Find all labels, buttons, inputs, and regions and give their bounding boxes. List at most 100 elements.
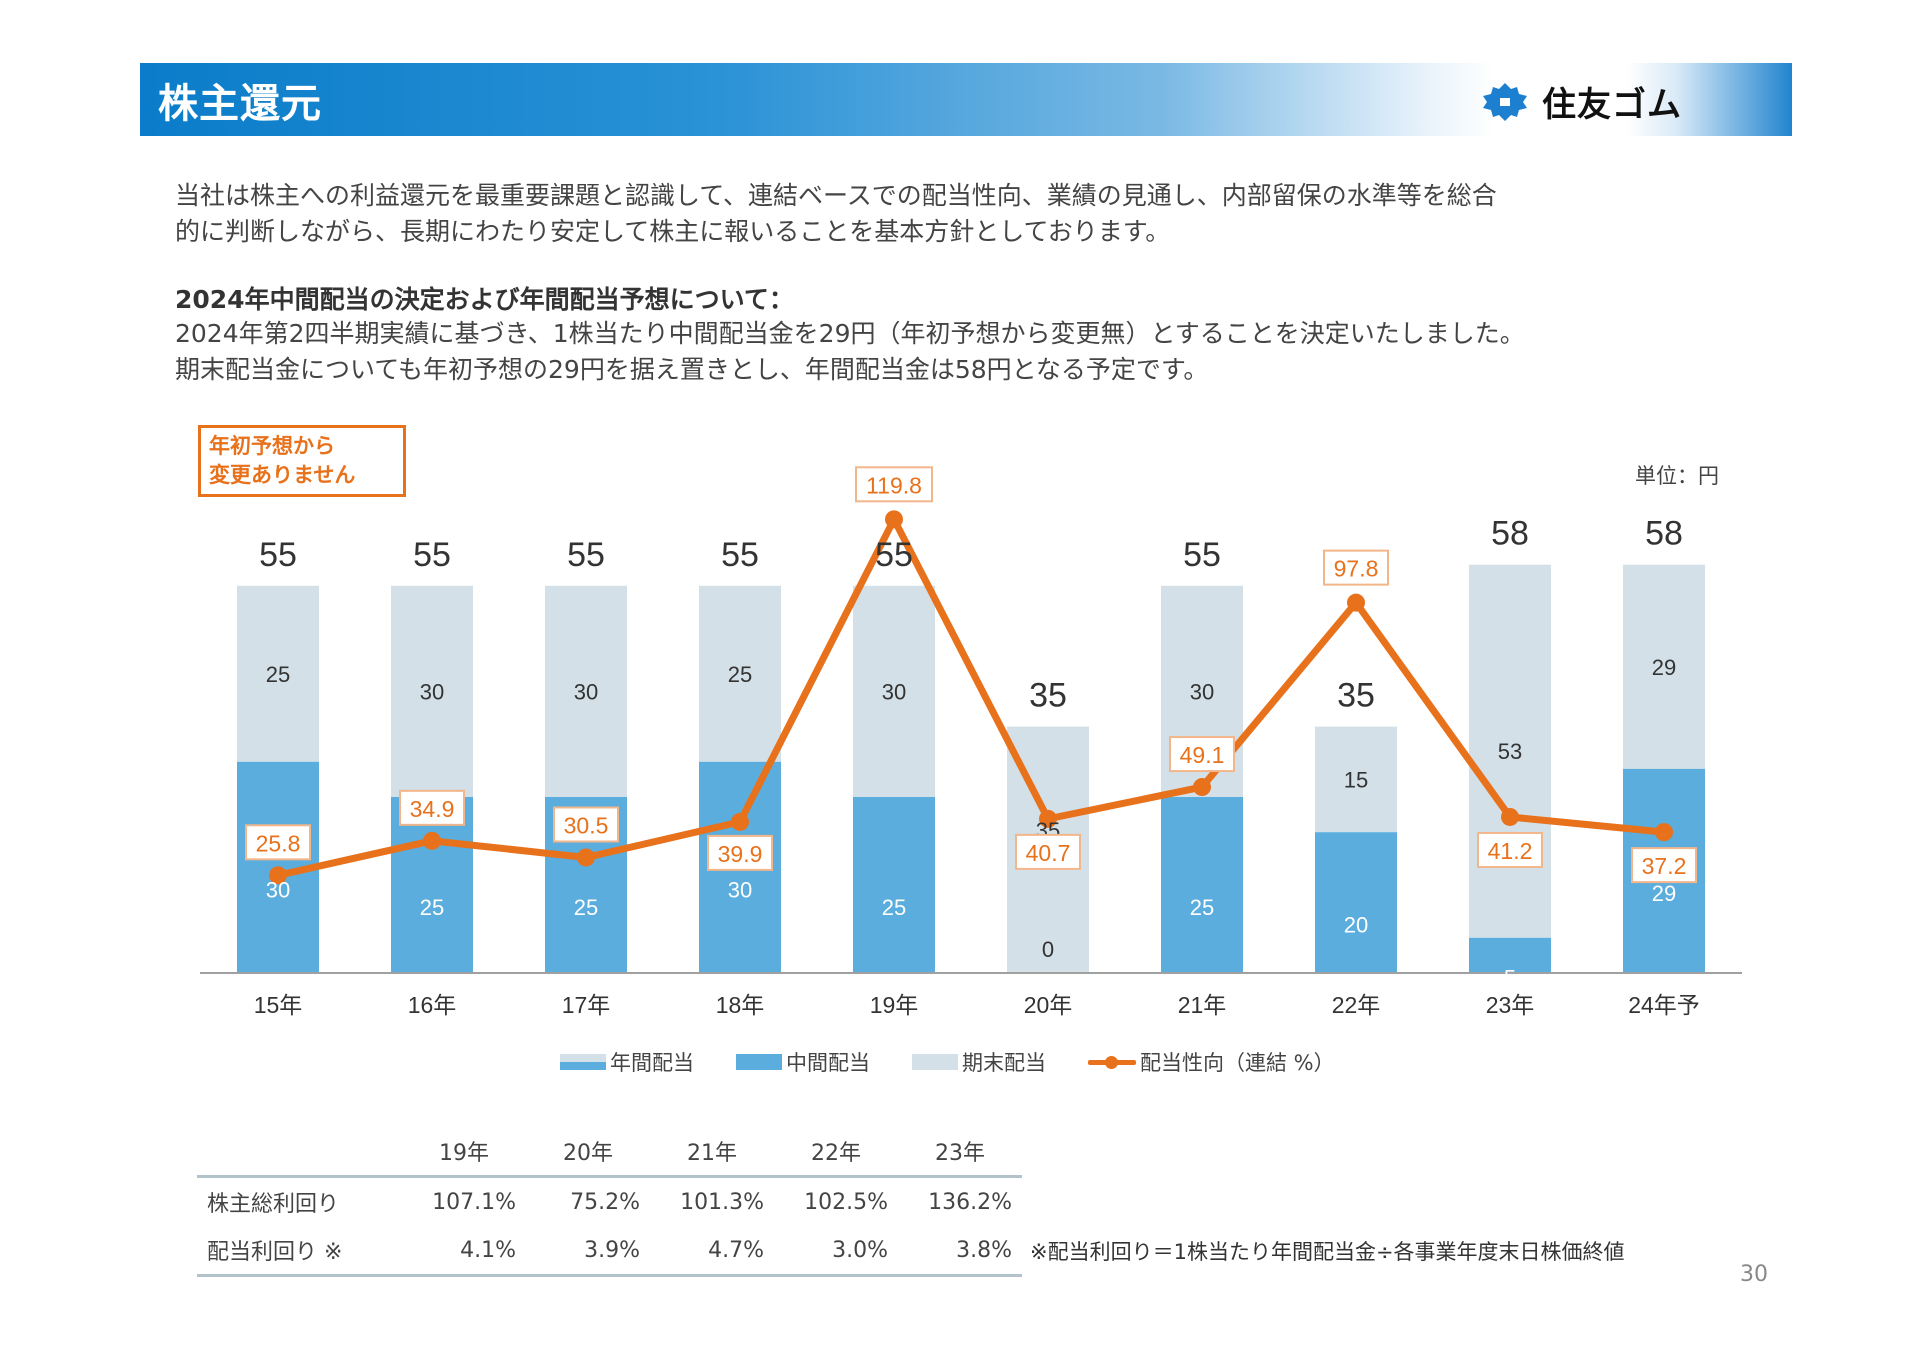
- legend-label-payout: 配当性向（連結 %）: [1140, 1051, 1335, 1075]
- table-row-tsr: 株主総利回り 107.1% 75.2% 101.3% 102.5% 136.2%: [197, 1177, 1022, 1227]
- row-label: 配当利回り ※: [197, 1226, 402, 1277]
- bar-yearend-dividend: [391, 585, 473, 797]
- table-cell: 101.3%: [680, 1189, 764, 1215]
- unit-label: 単位：円: [1635, 464, 1719, 488]
- table-cell: 3.8%: [898, 1226, 1022, 1277]
- table-col-header: 21年: [650, 1127, 774, 1178]
- table-cell: 102.5%: [804, 1189, 888, 1215]
- payout-ratio-point: [1193, 778, 1211, 797]
- table-cell: 75.2%: [570, 1189, 640, 1215]
- announcement-heading: 2024年中間配当の決定および年間配当予想について：: [175, 285, 794, 314]
- x-axis-tick-label: 17年: [562, 992, 611, 1018]
- total-dividend-label: 55: [1183, 536, 1221, 574]
- labels-layer: 55253015年55302516年55302517年55253018年5530…: [245, 466, 1700, 1018]
- interim-segment-label: 25: [574, 895, 598, 920]
- payout-ratio-label-box: [707, 834, 773, 871]
- total-dividend-label: 55: [567, 536, 605, 574]
- table-corner: [197, 1127, 402, 1178]
- table-cell: 4.1%: [402, 1226, 526, 1277]
- bar-interim-dividend: [1315, 832, 1397, 973]
- payout-ratio-label: 41.2: [1488, 838, 1533, 864]
- table-col-header: 20年: [526, 1127, 650, 1178]
- payout-ratio-label-box: [553, 806, 619, 843]
- payout-ratio-point: [1655, 823, 1673, 842]
- payout-ratio-label-box: [245, 824, 311, 861]
- yearend-segment-label: 30: [420, 679, 444, 704]
- table-cell: 107.1%: [432, 1189, 516, 1215]
- interim-segment-label: 29: [1652, 881, 1676, 906]
- dividend-chart: 55253015年55302516年55302517年55253018年5530…: [200, 466, 1742, 1018]
- bars-layer: [237, 564, 1705, 973]
- bar-yearend-dividend: [1315, 726, 1397, 833]
- bar-interim-dividend: [853, 797, 935, 973]
- table-cell: 136.2%: [928, 1189, 1012, 1215]
- payout-ratio-point: [423, 831, 441, 850]
- x-axis-tick-label: 23年: [1486, 992, 1535, 1018]
- announcement-line-1: 2024年第2四半期実績に基づき、1株当たり中間配当金を29円（年初予想から変更…: [175, 319, 1525, 348]
- bar-yearend-dividend: [699, 585, 781, 762]
- policy-line-1: 当社は株主への利益還元を最重要課題と認識して、連結ベースでの配当性向、業績の見通…: [175, 181, 1497, 210]
- legend-swatch-interim: [736, 1054, 782, 1070]
- payout-ratio-label-box: [399, 789, 465, 826]
- payout-ratio-label-box: [855, 466, 933, 503]
- row-label: 株主総利回り: [207, 1192, 340, 1217]
- yearend-segment-label: 30: [882, 679, 906, 704]
- interim-segment-label: 25: [420, 895, 444, 920]
- policy-text: 当社は株主への利益還元を最重要課題と認識して、連結ベースでの配当性向、業績の見通…: [175, 178, 1775, 250]
- interim-segment-label: 30: [728, 877, 752, 902]
- yearend-segment-label: 25: [266, 662, 290, 687]
- bar-yearend-dividend: [1469, 564, 1551, 938]
- total-dividend-label: 55: [259, 536, 297, 574]
- bar-yearend-dividend: [1623, 564, 1705, 769]
- bar-interim-dividend: [391, 797, 473, 973]
- company-logo: 住友ゴム: [1480, 77, 1682, 126]
- interim-segment-label: 0: [1042, 937, 1054, 962]
- note-line-1: 年初予想から: [209, 434, 335, 458]
- payout-ratio-point: [1501, 807, 1519, 826]
- slide-header: 株主還元 住友ゴム: [140, 63, 1792, 136]
- shareholder-return-table: 19年 20年 21年 22年 23年 株主総利回り 107.1% 75.2% …: [197, 1127, 1022, 1277]
- legend-label-annual: 年間配当: [610, 1051, 694, 1075]
- payout-ratio-point: [731, 812, 749, 831]
- payout-ratio-point: [885, 510, 903, 529]
- table-cell: 3.9%: [526, 1226, 650, 1277]
- payout-ratio-label: 25.8: [256, 830, 301, 856]
- total-dividend-label: 58: [1645, 515, 1683, 553]
- legend-swatch-yearend: [912, 1054, 958, 1070]
- payout-ratio-label-box: [1477, 831, 1543, 868]
- table-col-header: 23年: [898, 1127, 1022, 1178]
- legend-label-yearend: 期末配当: [962, 1051, 1046, 1075]
- x-axis-tick-label: 16年: [408, 992, 457, 1018]
- note-line-2: 変更ありません: [209, 463, 356, 487]
- x-axis-tick-label: 22年: [1332, 992, 1381, 1018]
- yearend-segment-label: 15: [1344, 767, 1368, 792]
- x-axis-tick-label: 20年: [1024, 992, 1073, 1018]
- payout-ratio-label: 97.8: [1334, 556, 1379, 582]
- payout-ratio-label: 40.7: [1026, 840, 1071, 866]
- x-axis-tick-label: 21年: [1178, 992, 1227, 1018]
- table-header-row: 19年 20年 21年 22年 23年: [197, 1127, 1022, 1178]
- chart-legend: 年間配当 中間配当 期末配当 配当性向（連結 %）: [560, 1047, 1377, 1077]
- page-title: 株主還元: [158, 81, 322, 127]
- total-dividend-label: 35: [1029, 677, 1067, 715]
- announcement-text: 2024年第2四半期実績に基づき、1株当たり中間配当金を29円（年初予想から変更…: [175, 316, 1795, 388]
- interim-segment-label: 25: [1190, 895, 1214, 920]
- payout-ratio-label-box: [1169, 736, 1235, 773]
- x-axis-tick-label: 19年: [870, 992, 919, 1018]
- total-dividend-label: 55: [413, 536, 451, 574]
- bar-yearend-dividend: [237, 585, 319, 762]
- table-cell: 3.0%: [774, 1226, 898, 1277]
- total-dividend-label: 35: [1337, 677, 1375, 715]
- legend-item-interim: 中間配当: [736, 1047, 870, 1077]
- payout-ratio-label: 49.1: [1180, 742, 1225, 768]
- bar-yearend-dividend: [545, 585, 627, 797]
- announcement-line-2: 期末配当金についても年初予想の29円を据え置きとし、年間配当金は58円となる予定…: [175, 355, 1209, 384]
- payout-ratio-point: [1347, 593, 1365, 612]
- payout-line-layer: [269, 510, 1673, 885]
- bar-interim-dividend: [1161, 797, 1243, 973]
- payout-ratio-label-box: [1015, 833, 1081, 870]
- payout-ratio-point: [577, 848, 595, 867]
- interim-segment-label: 25: [882, 895, 906, 920]
- x-axis-tick-label: 18年: [716, 992, 765, 1018]
- total-dividend-label: 58: [1491, 515, 1529, 553]
